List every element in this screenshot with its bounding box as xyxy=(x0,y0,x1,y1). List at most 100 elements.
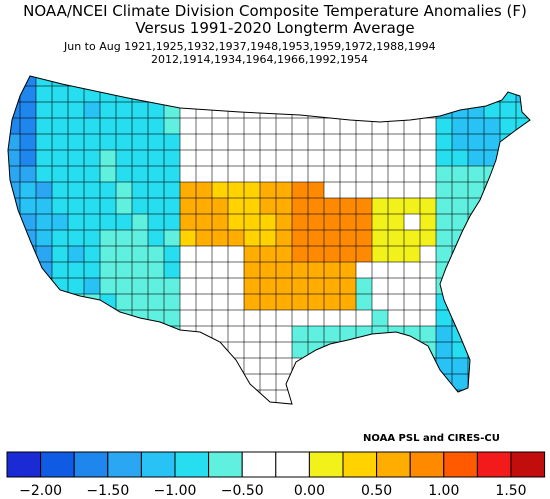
climate-division-cell xyxy=(372,86,388,102)
climate-division-border xyxy=(515,197,530,215)
climate-division-cell xyxy=(116,102,132,118)
climate-division-cell xyxy=(52,294,68,310)
climate-division-cell xyxy=(372,150,388,166)
climate-division-border xyxy=(51,293,69,311)
climate-division-cell xyxy=(404,182,420,198)
climate-division-border xyxy=(483,229,501,247)
climate-division-border xyxy=(499,229,517,247)
climate-division-border xyxy=(147,357,165,375)
climate-division-cell xyxy=(484,86,500,102)
climate-division-border xyxy=(324,406,340,412)
climate-division-cell xyxy=(484,102,500,118)
climate-division-cell xyxy=(468,278,484,294)
climate-division-cell xyxy=(260,326,276,342)
climate-division-border xyxy=(8,245,21,263)
climate-division-cell xyxy=(452,230,468,246)
climate-division-border xyxy=(515,293,530,311)
climate-division-cell xyxy=(532,262,548,278)
climate-division-cell xyxy=(132,214,148,230)
climate-division-border xyxy=(67,341,85,359)
climate-division-cell xyxy=(420,342,436,358)
climate-division-cell xyxy=(20,134,36,150)
climate-division-cell xyxy=(292,76,308,86)
climate-division-cell xyxy=(100,406,116,412)
climate-division-border xyxy=(355,389,373,404)
climate-division-cell xyxy=(148,86,164,102)
climate-division-cell xyxy=(196,230,212,246)
climate-division-cell xyxy=(388,134,404,150)
climate-division-border xyxy=(8,389,21,404)
climate-division-cell xyxy=(228,166,244,182)
climate-division-border xyxy=(19,277,37,295)
climate-division-border xyxy=(499,293,517,311)
climate-division-cell xyxy=(276,134,292,150)
climate-division-border xyxy=(179,389,197,404)
climate-division-cell xyxy=(20,182,36,198)
climate-division-cell xyxy=(388,76,404,86)
climate-division-cell xyxy=(52,246,68,262)
climate-division-cell xyxy=(532,150,548,166)
climate-division-cell xyxy=(36,390,52,404)
climate-division-cell xyxy=(244,310,260,326)
climate-division-border xyxy=(371,101,389,119)
climate-division-cell xyxy=(484,406,500,412)
climate-division-cell xyxy=(148,390,164,404)
climate-division-cell xyxy=(308,198,324,214)
climate-division-border xyxy=(371,373,389,391)
climate-division-cell xyxy=(372,310,388,326)
climate-division-cell xyxy=(452,406,468,412)
climate-division-border xyxy=(515,389,530,404)
climate-division-cell xyxy=(260,86,276,102)
climate-division-border xyxy=(8,293,21,311)
climate-division-cell xyxy=(20,262,36,278)
climate-division-cell xyxy=(356,294,372,310)
climate-division-cell xyxy=(4,406,20,412)
climate-division-cell xyxy=(244,150,260,166)
climate-division-border xyxy=(532,294,548,310)
climate-division-border xyxy=(8,261,21,279)
climate-division-border xyxy=(339,101,357,119)
climate-division-border xyxy=(532,150,548,166)
climate-division-cell xyxy=(388,246,404,262)
climate-division-border xyxy=(8,277,21,295)
climate-division-cell xyxy=(164,134,180,150)
climate-division-border xyxy=(499,181,517,199)
climate-division-border xyxy=(131,341,149,359)
color-bar-swatch xyxy=(241,451,277,478)
climate-division-cell xyxy=(52,390,68,404)
climate-division-cell xyxy=(356,390,372,404)
climate-division-cell xyxy=(228,342,244,358)
climate-division-cell xyxy=(84,358,100,374)
climate-division-border xyxy=(260,406,276,412)
climate-division-cell xyxy=(532,214,548,230)
color-bar-tick-label: 0.50 xyxy=(361,483,392,499)
climate-division-cell xyxy=(292,278,308,294)
climate-division-cell xyxy=(164,342,180,358)
climate-division-border xyxy=(8,229,21,247)
climate-division-border xyxy=(403,357,421,375)
climate-division-border xyxy=(467,229,485,247)
climate-division-cell xyxy=(212,278,228,294)
climate-division-border xyxy=(499,261,517,279)
climate-division-cell xyxy=(8,374,20,390)
climate-division-border xyxy=(532,326,548,342)
climate-division-cell xyxy=(388,118,404,134)
climate-division-cell xyxy=(452,390,468,404)
climate-division-border xyxy=(83,325,101,343)
climate-division-cell xyxy=(148,374,164,390)
climate-division-cell xyxy=(468,326,484,342)
climate-division-cell xyxy=(308,278,324,294)
climate-division-border xyxy=(19,293,37,311)
climate-division-cell xyxy=(356,76,372,86)
climate-division-cell xyxy=(196,358,212,374)
climate-division-cell xyxy=(196,374,212,390)
climate-division-cell xyxy=(132,262,148,278)
climate-division-cell xyxy=(420,166,436,182)
climate-division-cell xyxy=(228,310,244,326)
climate-division-border xyxy=(195,357,213,375)
climate-division-border xyxy=(387,76,405,87)
climate-division-border xyxy=(35,293,53,311)
climate-division-cell xyxy=(52,150,68,166)
climate-division-border xyxy=(83,341,101,359)
climate-division-cell xyxy=(468,374,484,390)
